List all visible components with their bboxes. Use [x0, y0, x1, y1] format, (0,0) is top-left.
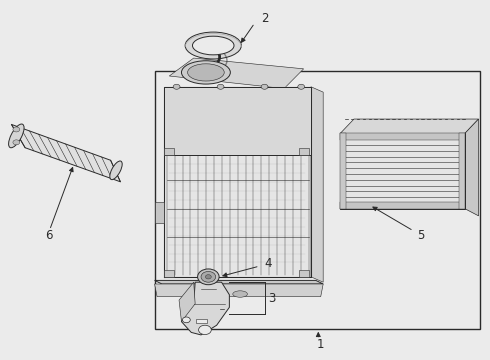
Bar [340, 202, 465, 209]
Circle shape [13, 140, 20, 145]
Polygon shape [181, 282, 229, 335]
Text: 6: 6 [45, 229, 52, 242]
Text: 1: 1 [317, 338, 324, 351]
Circle shape [173, 84, 180, 89]
Bar [299, 270, 309, 277]
Ellipse shape [193, 36, 234, 55]
Polygon shape [11, 125, 121, 182]
Text: 5: 5 [417, 229, 425, 242]
Text: 4: 4 [265, 257, 272, 270]
Circle shape [298, 84, 305, 89]
Ellipse shape [185, 32, 242, 59]
Ellipse shape [110, 161, 122, 180]
Ellipse shape [181, 61, 230, 84]
Polygon shape [311, 87, 323, 282]
Polygon shape [340, 119, 479, 134]
Circle shape [197, 269, 219, 285]
Ellipse shape [233, 291, 247, 297]
Polygon shape [465, 119, 479, 216]
Bar [155, 71, 480, 329]
Polygon shape [169, 58, 304, 89]
Circle shape [13, 127, 20, 132]
Circle shape [198, 325, 211, 334]
Bar [164, 148, 174, 155]
Bar [196, 319, 207, 323]
Bar [164, 87, 311, 155]
Polygon shape [155, 284, 323, 297]
Text: 3: 3 [268, 292, 275, 305]
Circle shape [201, 271, 216, 282]
Circle shape [182, 317, 190, 323]
Circle shape [205, 275, 211, 279]
Bar [340, 134, 465, 209]
Bar [164, 270, 174, 277]
Text: 2: 2 [261, 12, 269, 25]
Polygon shape [155, 280, 323, 284]
Bar [340, 134, 346, 209]
Circle shape [261, 84, 268, 89]
Bar [340, 134, 465, 140]
Ellipse shape [188, 64, 224, 81]
Polygon shape [164, 87, 311, 277]
Polygon shape [179, 282, 195, 321]
Bar [299, 148, 309, 155]
Bar [459, 134, 465, 209]
Polygon shape [155, 202, 164, 223]
Ellipse shape [9, 124, 24, 148]
Circle shape [217, 84, 224, 89]
